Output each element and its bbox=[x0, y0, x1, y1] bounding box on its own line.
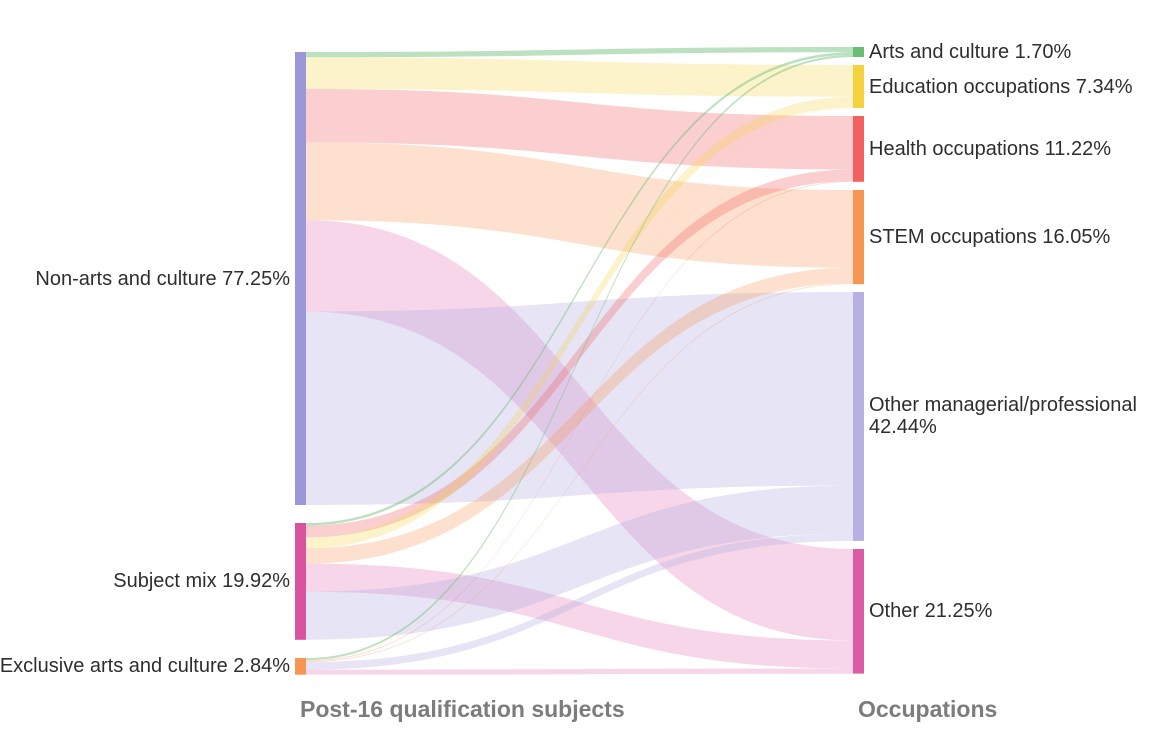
sankey-link-subject_mix-to-education[interactable] bbox=[306, 96, 853, 549]
sankey-link-non_arts-to-other_mgr[interactable] bbox=[306, 292, 853, 505]
sankey-link-exclusive_arts-to-education[interactable] bbox=[306, 107, 853, 661]
node-label-education: Education occupations 7.34% bbox=[869, 75, 1133, 98]
sankey-link-non_arts-to-stem[interactable] bbox=[306, 142, 853, 268]
left-axis-title: Post-16 qualification subjects bbox=[300, 696, 625, 722]
node-label-stem: STEM occupations 16.05% bbox=[869, 226, 1111, 249]
sankey-link-non_arts-to-health[interactable] bbox=[306, 88, 853, 170]
node-label-exclusive_arts: Exclusive arts and culture 2.84% bbox=[0, 655, 290, 678]
node-label-other_mgr: Other managerial/professional 42.44% bbox=[869, 394, 1137, 439]
sankey-link-exclusive_arts-to-health[interactable] bbox=[306, 181, 853, 662]
sankey-node-arts[interactable] bbox=[853, 47, 864, 57]
sankey-node-subject_mix[interactable] bbox=[295, 523, 306, 640]
sankey-link-subject_mix-to-other_mgr[interactable] bbox=[306, 485, 853, 640]
sankey-link-subject_mix-to-other[interactable] bbox=[306, 563, 853, 669]
node-label-arts: Arts and culture 1.70% bbox=[869, 41, 1072, 63]
sankey-node-other[interactable] bbox=[853, 549, 864, 674]
sankey-link-exclusive_arts-to-other_mgr[interactable] bbox=[306, 533, 853, 670]
sankey-node-health[interactable] bbox=[853, 116, 864, 182]
sankey-link-exclusive_arts-to-stem[interactable] bbox=[306, 283, 853, 663]
sankey-link-subject_mix-to-stem[interactable] bbox=[306, 267, 853, 564]
sankey-node-exclusive_arts[interactable] bbox=[295, 658, 306, 675]
sankey-link-exclusive_arts-to-arts[interactable] bbox=[306, 54, 853, 661]
sankey-link-exclusive_arts-to-other[interactable] bbox=[306, 668, 853, 675]
sankey-node-education[interactable] bbox=[853, 65, 864, 108]
sankey-node-stem[interactable] bbox=[853, 190, 864, 285]
node-label-health: Health occupations 11.22% bbox=[869, 137, 1112, 160]
node-label-other: Other 21.25% bbox=[869, 600, 993, 623]
right-axis-title: Occupations bbox=[858, 696, 998, 722]
node-label-non_arts: Non-arts and culture 77.25% bbox=[35, 267, 290, 290]
sankey-node-non_arts[interactable] bbox=[295, 52, 306, 505]
sankey-link-non_arts-to-other[interactable] bbox=[306, 220, 853, 641]
sankey-link-non_arts-to-arts[interactable] bbox=[306, 47, 853, 58]
node-label-subject_mix: Subject mix 19.92% bbox=[113, 570, 290, 593]
sankey-node-other_mgr[interactable] bbox=[853, 292, 864, 541]
sankey-link-non_arts-to-education[interactable] bbox=[306, 57, 853, 97]
sankey-link-subject_mix-to-arts[interactable] bbox=[306, 52, 853, 526]
sankey-link-subject_mix-to-health[interactable] bbox=[306, 169, 853, 538]
